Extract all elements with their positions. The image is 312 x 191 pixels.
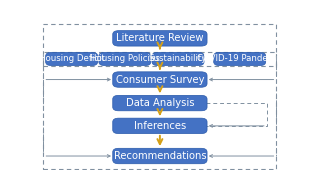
- FancyBboxPatch shape: [113, 95, 207, 111]
- FancyBboxPatch shape: [113, 31, 207, 46]
- Text: Housing Policies: Housing Policies: [90, 54, 160, 63]
- Text: Recommendations: Recommendations: [114, 151, 206, 161]
- FancyBboxPatch shape: [152, 52, 204, 66]
- FancyBboxPatch shape: [113, 118, 207, 134]
- Bar: [43, 52, 276, 66]
- Text: Consumer Survey: Consumer Survey: [116, 74, 204, 85]
- Text: Literature Review: Literature Review: [116, 33, 204, 43]
- FancyBboxPatch shape: [214, 52, 266, 66]
- FancyBboxPatch shape: [46, 52, 98, 66]
- Text: Data Analysis: Data Analysis: [126, 98, 194, 108]
- Text: COVID-19 Pandemic: COVID-19 Pandemic: [197, 54, 283, 63]
- FancyBboxPatch shape: [113, 72, 207, 87]
- Text: Sustainability: Sustainability: [149, 54, 207, 63]
- Text: Housing Deficit: Housing Deficit: [39, 54, 105, 63]
- FancyBboxPatch shape: [99, 52, 151, 66]
- FancyBboxPatch shape: [113, 148, 207, 164]
- Text: Inferences: Inferences: [134, 121, 186, 131]
